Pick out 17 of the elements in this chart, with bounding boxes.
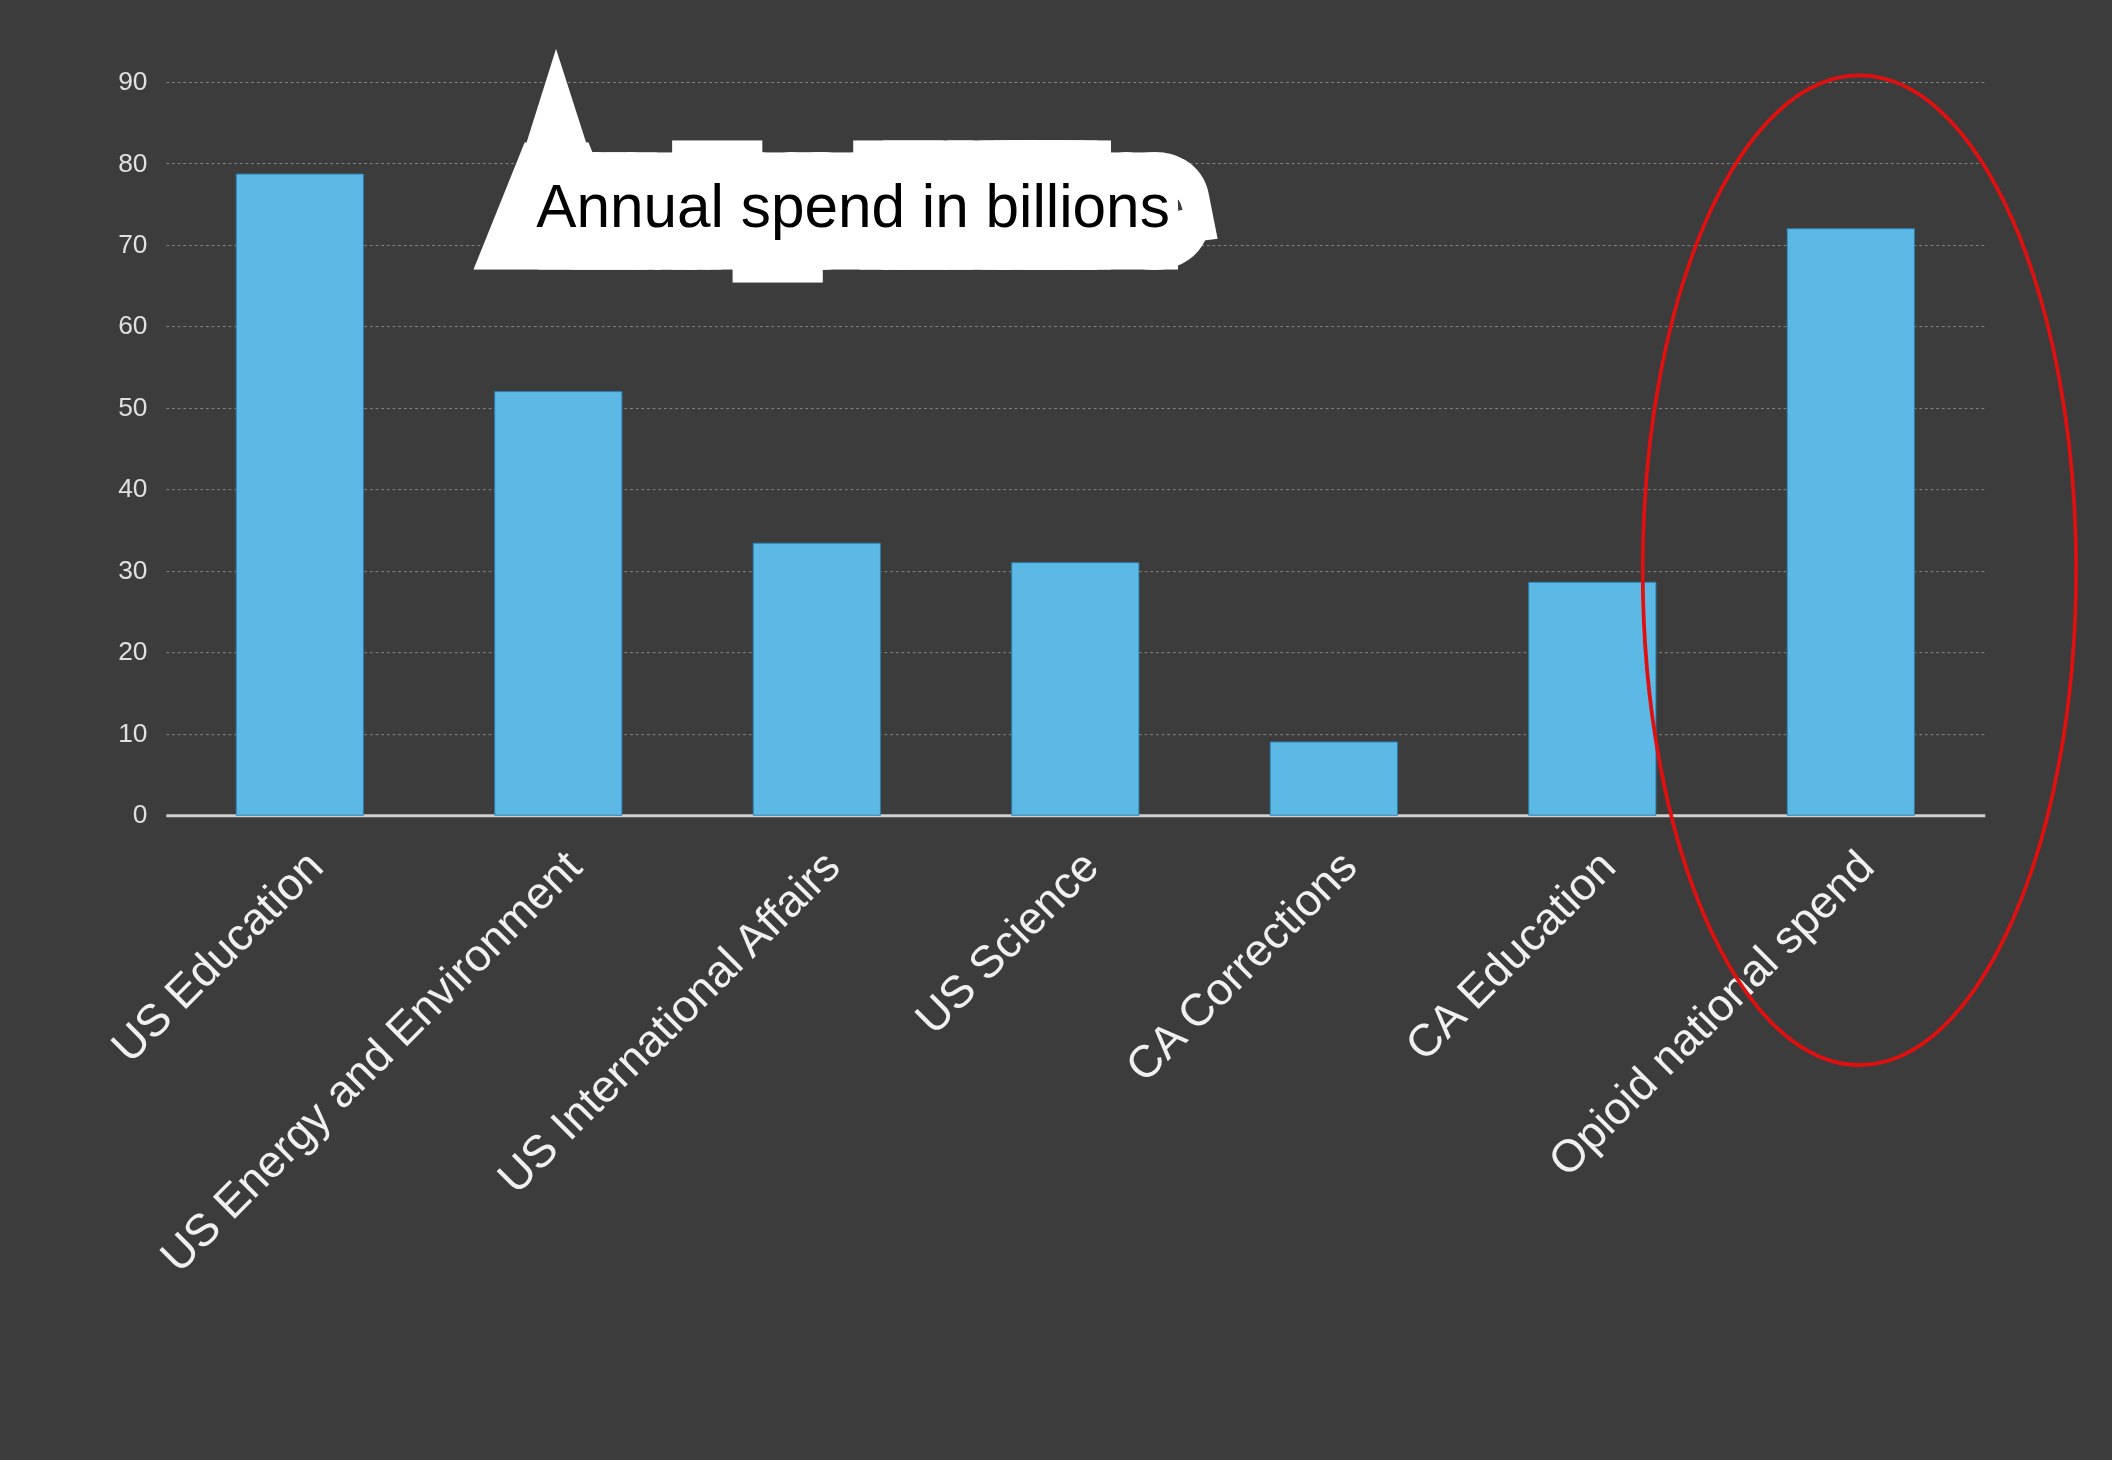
y-tick-label: 0 <box>132 799 148 830</box>
bar <box>1528 581 1657 816</box>
bar <box>1269 741 1398 816</box>
y-tick-label: 40 <box>118 473 148 504</box>
y-tick-label: 20 <box>118 636 148 667</box>
bar <box>235 173 364 816</box>
bar <box>1786 228 1915 816</box>
y-tick-label: 60 <box>118 310 148 341</box>
bar <box>494 391 623 816</box>
y-tick-label: 70 <box>118 228 148 259</box>
y-tick-label: 90 <box>118 66 148 97</box>
y-tick-label: 30 <box>118 554 148 585</box>
y-tick-label: 50 <box>118 391 148 422</box>
y-tick-label: 80 <box>118 147 148 178</box>
bar <box>1011 562 1140 816</box>
y-tick-label: 10 <box>118 717 148 748</box>
bar <box>752 542 881 816</box>
